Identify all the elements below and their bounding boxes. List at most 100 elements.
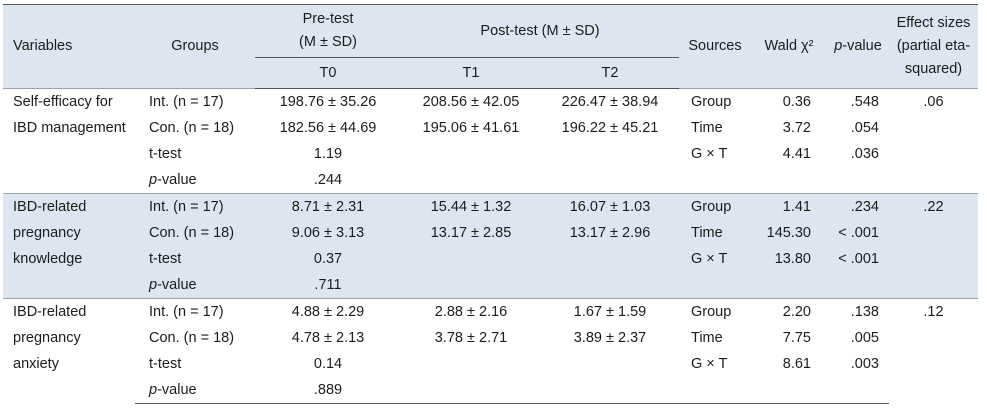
pvalue-cell: .003 [850, 356, 879, 372]
results-table: Variables Groups Pre-test (M ± SD) Post-… [3, 4, 978, 404]
p-italic: p [149, 382, 158, 398]
t0-cell: 1.19 [313, 146, 343, 162]
header-effect: Effect sizes (partial eta- squared) [889, 4, 978, 89]
group-cell: Int. (n = 17) [135, 88, 255, 115]
header-pretest-line2: (M ± SD) [299, 34, 357, 50]
table-body: Self-efficacy for IBD management Int. (n =… [3, 88, 978, 404]
header-pretest-line1: Pre-test [302, 11, 354, 27]
header-groups: Groups [135, 4, 255, 89]
variable-line: IBD management [13, 120, 126, 136]
t1-cell [401, 141, 541, 167]
t0-cell: 9.06 ± 3.13 [255, 220, 401, 246]
header-pvalue: p-value [827, 4, 889, 89]
variable-line: IBD-related [13, 199, 87, 215]
table-row: p-value .889 [3, 377, 978, 404]
group-cell: t-test [149, 146, 182, 162]
group-cell: t-test [149, 356, 182, 372]
wald-cell: 4.41 [782, 146, 811, 162]
source-cell: Group [679, 193, 751, 220]
source-cell: G × T [691, 356, 728, 372]
header-t2: T2 [541, 57, 679, 89]
source-cell: Time [691, 120, 723, 136]
header-posttest: Post-test (M ± SD) [401, 4, 679, 58]
p-italic: p [149, 172, 158, 188]
t2-cell: 16.07 ± 1.03 [541, 193, 679, 220]
t2-cell [541, 141, 679, 167]
variable-line: Self-efficacy for [13, 94, 113, 110]
t1-cell [401, 246, 541, 272]
pvalue-cell: .005 [850, 330, 879, 346]
table-row: p-value .711 [3, 272, 978, 299]
source-cell: G × T [679, 246, 751, 272]
group-cell: p-value [135, 272, 255, 299]
t1-cell: 208.56 ± 42.05 [401, 88, 541, 115]
pvalue-cell: .548 [827, 88, 889, 115]
group-cell: p-value [135, 377, 255, 404]
header-wald: Wald χ² [751, 4, 827, 89]
header-effect-line3: squared) [904, 61, 963, 77]
wald-cell [751, 272, 827, 299]
header-t0: T0 [255, 57, 401, 89]
t2-cell: 226.47 ± 38.94 [541, 88, 679, 115]
table-row: Con. (n = 18) 9.06 ± 3.13 13.17 ± 2.85 13.1… [3, 220, 978, 246]
header-sources: Sources [679, 4, 751, 89]
variable-line: knowledge [13, 251, 83, 267]
t2-cell [541, 351, 679, 377]
table-row: IBD-related pregnancy knowledge Int. (n = 1… [3, 193, 978, 299]
pvalue-cell: .054 [850, 120, 879, 136]
t0-cell: 8.71 ± 2.31 [255, 193, 401, 220]
t1-cell: 2.88 ± 2.16 [401, 298, 541, 325]
header-row-1: Variables Groups Pre-test (M ± SD) Post-… [3, 4, 978, 89]
t2-cell: 3.89 ± 2.37 [573, 330, 647, 346]
wald-cell: 2.20 [751, 298, 827, 325]
source-cell [679, 167, 751, 194]
pvalue-cell: .138 [827, 298, 889, 325]
t0-cell: .244 [255, 167, 401, 194]
wald-cell: 1.41 [751, 193, 827, 220]
wald-cell: 3.72 [782, 120, 811, 136]
t1-cell [401, 272, 541, 299]
t1-cell: 195.06 ± 41.61 [422, 120, 520, 136]
header-effect-line2: (partial eta- [896, 38, 971, 54]
t0-cell: 0.14 [313, 356, 343, 372]
t2-cell: 1.67 ± 1.59 [541, 298, 679, 325]
t0-cell: .711 [255, 272, 401, 299]
t1-cell [401, 167, 541, 194]
t2-cell [541, 167, 679, 194]
wald-cell: 0.36 [751, 88, 827, 115]
p-italic: p [149, 277, 158, 293]
header-row-2: T0 T1 T2 [3, 57, 978, 89]
t2-cell [541, 377, 679, 404]
effect-size-cell: .12 [889, 298, 978, 404]
pvalue-cell: < .001 [827, 220, 889, 246]
group-cell: Con. (n = 18) [149, 330, 235, 346]
source-cell: Time [691, 330, 723, 346]
group-cell: Int. (n = 17) [135, 298, 255, 325]
wald-cell: 13.80 [751, 246, 827, 272]
t2-cell [541, 272, 679, 299]
group-cell: t-test [135, 246, 255, 272]
header-pvalue-italic: p [834, 38, 843, 54]
header-effect-line1: Effect sizes [896, 15, 971, 31]
variable-line: pregnancy [13, 225, 81, 241]
table-row: t-test 1.19 G × T 4.41 .036 [3, 141, 978, 167]
variable-cell: Self-efficacy for IBD management [3, 88, 135, 194]
source-cell [679, 377, 751, 404]
table-row: Con. (n = 18) 182.56 ± 44.69 195.06 ± 41.6… [3, 115, 978, 141]
table-row: Self-efficacy for IBD management Int. (n =… [3, 88, 978, 194]
t1-cell [401, 377, 541, 404]
header-pvalue-rest: -value [842, 38, 882, 54]
t1-cell [401, 351, 541, 377]
t1-cell: 13.17 ± 2.85 [401, 220, 541, 246]
table-row: t-test 0.37 G × T 13.80 < .001 [3, 246, 978, 272]
group-cell: Int. (n = 17) [135, 193, 255, 220]
t0-cell: 4.88 ± 2.29 [255, 298, 401, 325]
t0-cell: 4.78 ± 2.13 [291, 330, 365, 346]
pvalue-cell: .036 [850, 146, 879, 162]
group-cell: p-value [135, 167, 255, 194]
source-cell: G × T [691, 146, 728, 162]
t1-cell: 15.44 ± 1.32 [401, 193, 541, 220]
pvalue-cell [827, 167, 889, 194]
source-cell [679, 272, 751, 299]
